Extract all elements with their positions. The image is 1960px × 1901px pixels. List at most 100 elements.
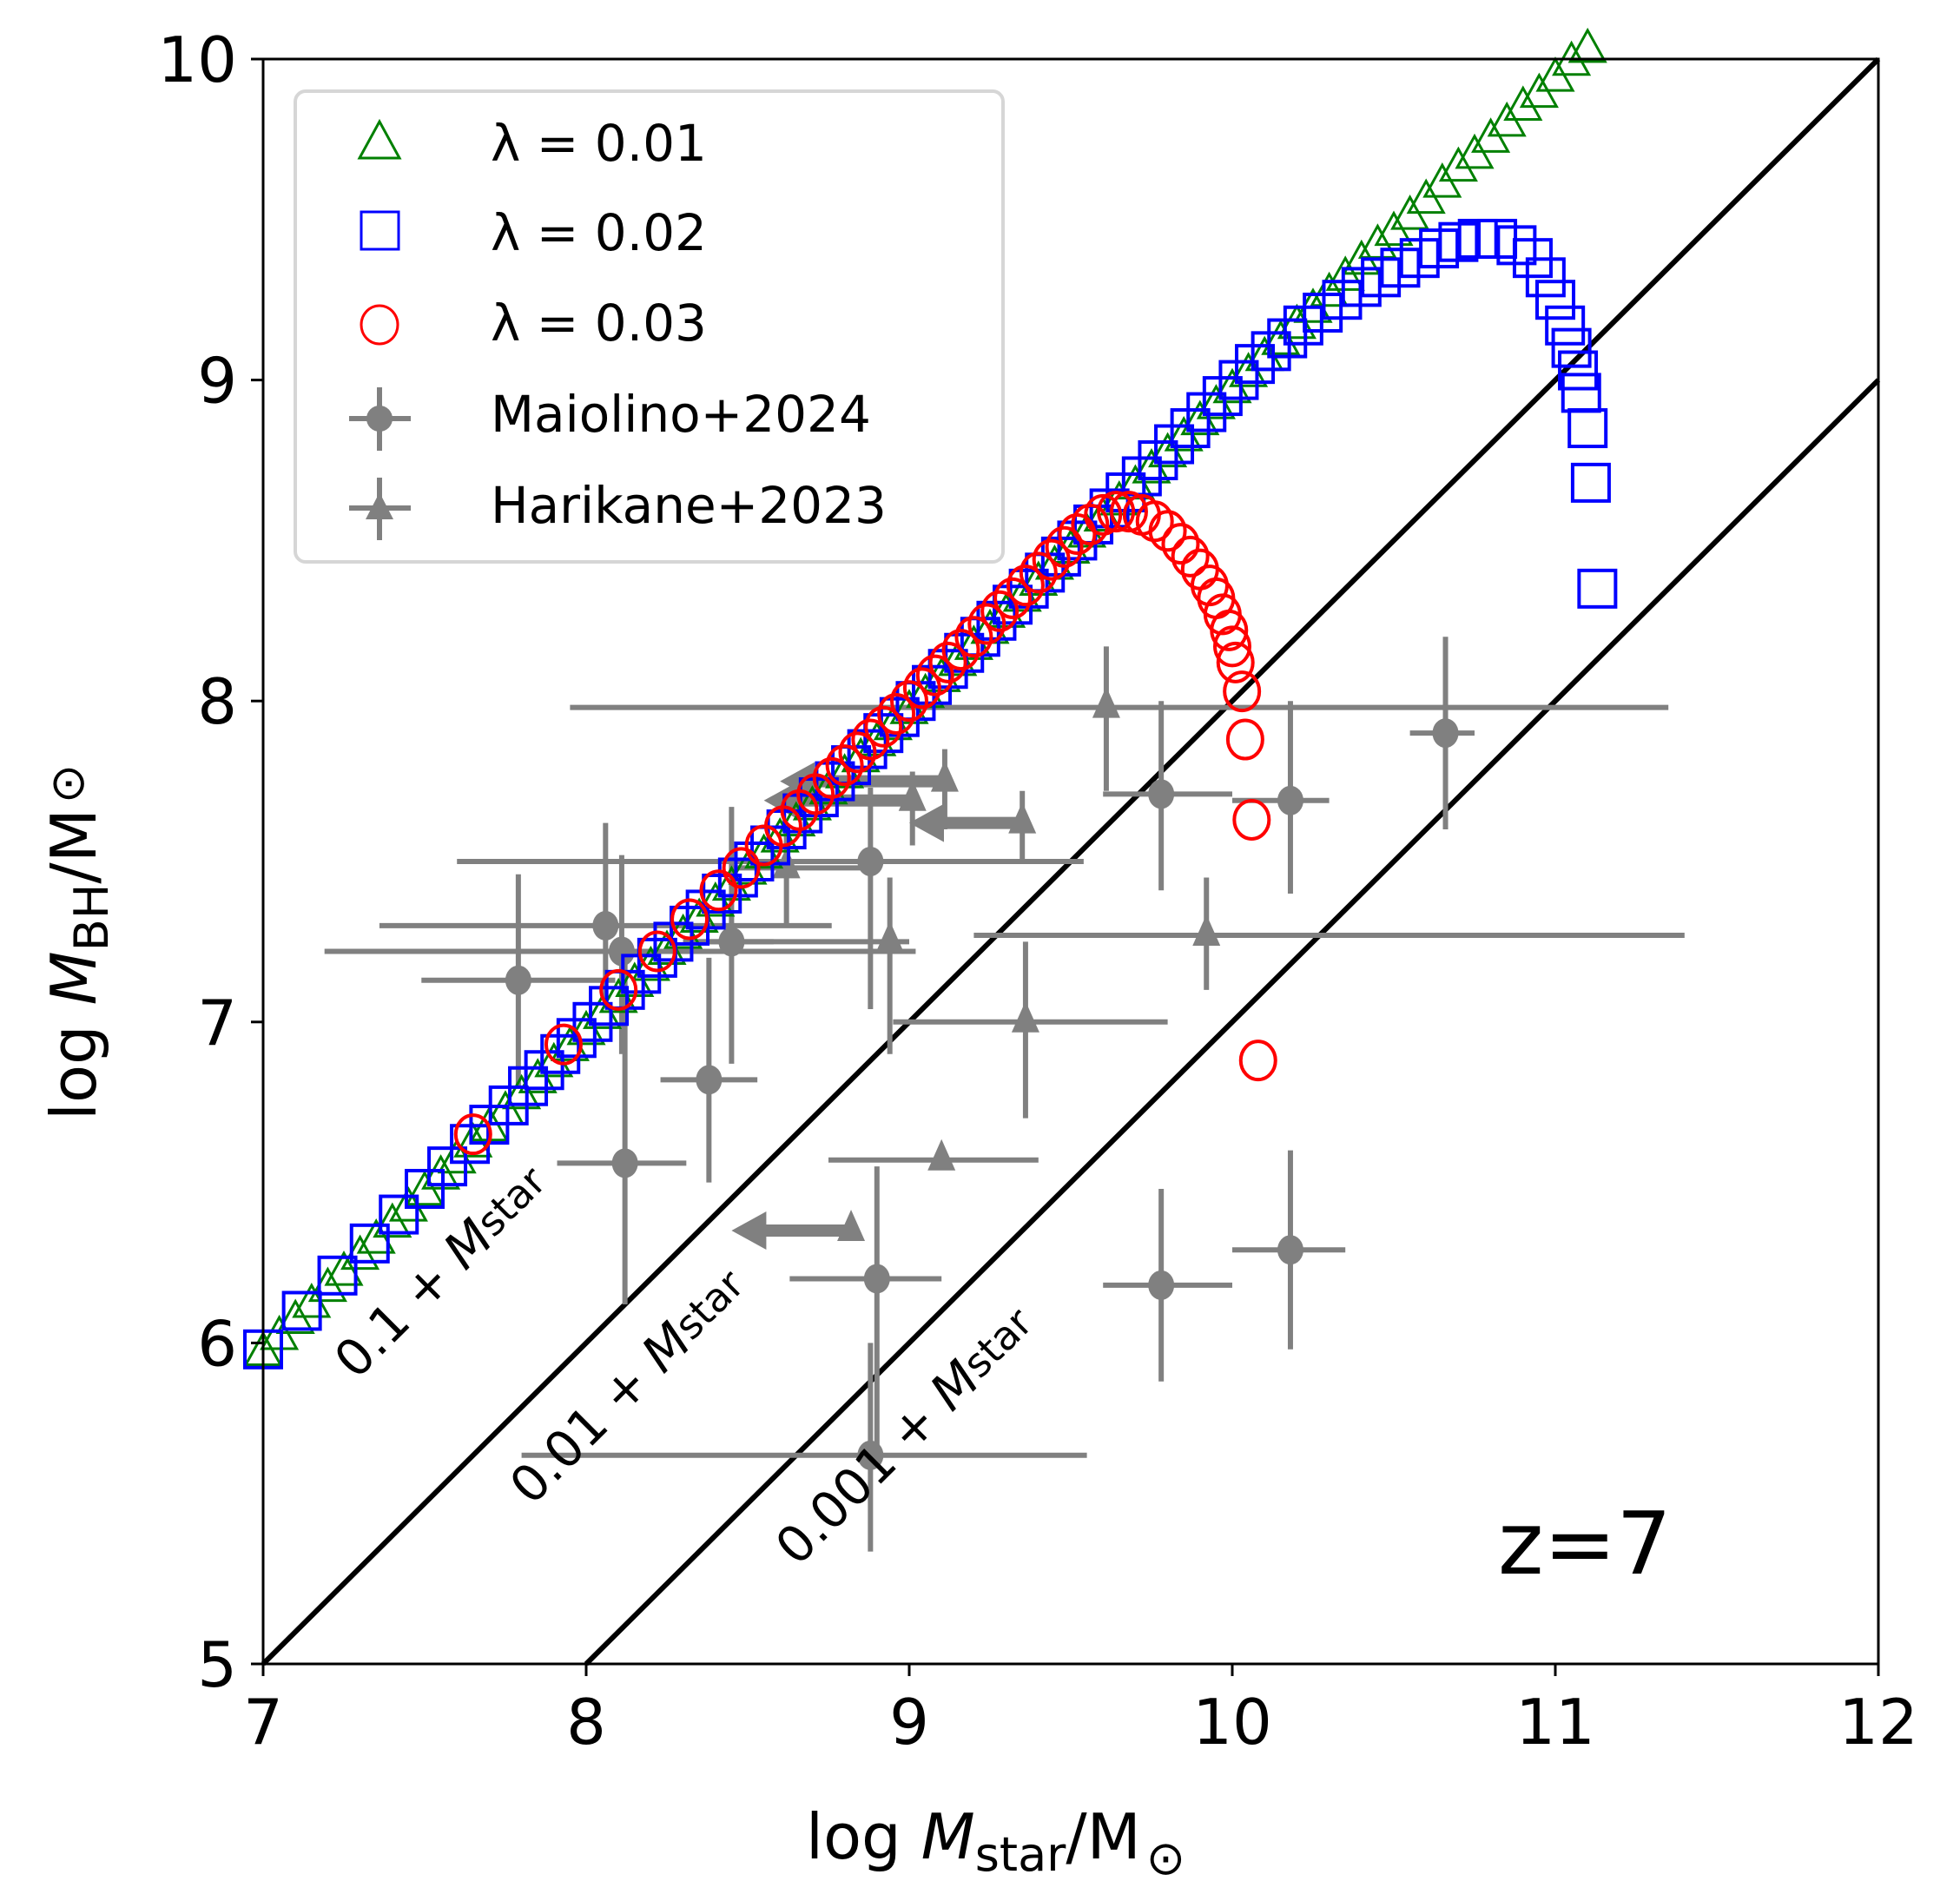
circle-marker (967, 603, 1006, 645)
square-marker (1551, 327, 1592, 368)
square-marker (379, 1194, 419, 1235)
obs-point-Maiolino+2024 (1409, 637, 1475, 830)
square-marker (1535, 280, 1575, 320)
filled-circle-marker (1148, 779, 1175, 809)
circle-marker-icon (360, 304, 399, 346)
circle-marker (1058, 513, 1097, 556)
square-marker (1235, 344, 1276, 385)
circle-marker (954, 616, 993, 658)
y-tick-label: 6 (197, 1307, 237, 1380)
svg-text:0.001 + Mstar: 0.001 + Mstar (764, 1295, 1046, 1576)
circle-marker (699, 869, 738, 912)
y-tick-label: 5 (197, 1628, 237, 1701)
obs-point-Harikane+2023 (909, 790, 1037, 861)
arrow-left-icon (731, 1211, 767, 1251)
square-marker (317, 1255, 358, 1296)
square-marker (702, 873, 742, 914)
circle-marker (1045, 525, 1084, 568)
circle-marker (851, 718, 890, 761)
circle-marker (637, 930, 676, 973)
obs-point-Harikane+2023 (893, 941, 1168, 1119)
legend-item-lambda-001: λ = 0.01 (357, 114, 707, 173)
obs-point-Maiolino+2024 (692, 807, 774, 1064)
legend-item-lambda-003: λ = 0.03 (360, 294, 707, 353)
circle-marker (915, 654, 954, 696)
filled-circle-marker (611, 1148, 638, 1178)
obs-point-Maiolino+2024 (557, 957, 687, 1305)
y-tick-label: 10 (157, 23, 237, 96)
arrow-left-icon (909, 803, 944, 842)
square-marker (1496, 225, 1537, 266)
circle-marker (993, 577, 1033, 619)
square-marker (637, 937, 677, 978)
square-marker (1561, 373, 1601, 413)
circle-marker (1223, 670, 1262, 713)
square-marker (1577, 568, 1618, 609)
square-marker (1089, 488, 1130, 529)
svg-text:λ = 0.02: λ = 0.02 (491, 203, 707, 262)
circle-marker (1238, 1040, 1277, 1082)
circle-marker (1109, 491, 1148, 533)
legend: λ = 0.01 λ = 0.02 λ = 0.03 Maiolino+2024… (294, 89, 1005, 564)
filled-circle-marker (1432, 718, 1459, 749)
obs-point-Maiolino+2024 (1232, 701, 1330, 894)
legend-item-maiolino: Maiolino+2024 (349, 385, 871, 451)
square-marker (572, 1001, 613, 1042)
filled-circle-marker (1277, 785, 1303, 815)
circle-marker (722, 847, 761, 889)
filled-triangle-marker (930, 760, 959, 792)
square-marker (1525, 257, 1566, 298)
x-tick-label: 11 (1515, 1686, 1595, 1759)
circle-marker (825, 744, 864, 787)
circle-marker (838, 731, 877, 774)
y-axis-label: log MBH/M⊙ (37, 764, 119, 1120)
y-tick-label: 7 (197, 987, 237, 1059)
circle-marker (453, 1113, 492, 1156)
circle-marker (1210, 609, 1249, 651)
svg-text:λ = 0.03: λ = 0.03 (491, 294, 707, 353)
legend-item-harikane: Harikane+2023 (349, 476, 887, 540)
x-tick-label: 12 (1838, 1686, 1918, 1759)
circle-marker (1071, 503, 1110, 545)
square-marker (1202, 376, 1243, 417)
square-marker (1570, 462, 1611, 503)
filled-circle-marker (863, 1264, 890, 1294)
x-tick-label: 10 (1192, 1686, 1272, 1759)
square-marker (524, 1050, 564, 1091)
filled-circle-marker (592, 910, 619, 941)
square-marker (670, 905, 710, 946)
square-marker (1567, 408, 1608, 449)
obs-point-Maiolino+2024 (1103, 701, 1232, 891)
square-marker (427, 1146, 468, 1187)
circle-marker (980, 590, 1020, 632)
square-marker (281, 1290, 322, 1331)
circle-marker (1171, 535, 1210, 578)
filled-circle-marker (608, 936, 635, 967)
circle-marker (902, 667, 941, 710)
filled-triangle-marker (1008, 802, 1037, 834)
circle-marker (890, 680, 928, 723)
relation-label-0.001: 0.001 + Mstar (764, 1295, 1046, 1576)
square-marker (1267, 318, 1308, 359)
axes-frame (261, 57, 1880, 1666)
filled-circle-marker (505, 965, 531, 995)
series-circle (453, 491, 1277, 1156)
circle-marker (1135, 500, 1174, 543)
obs-point-Maiolino+2024 (421, 874, 616, 1086)
square-marker (508, 1066, 549, 1106)
circle-marker (1216, 641, 1255, 683)
svg-text:log MBH/M⊙: log MBH/M⊙ (37, 764, 119, 1120)
square-marker-icon (360, 210, 400, 251)
obs-point-Maiolino+2024 (789, 1166, 942, 1455)
obs-point-Harikane+2023 (828, 1139, 1039, 1171)
redshift-annotation: z=7 (1498, 1493, 1672, 1594)
square-marker (1545, 305, 1586, 346)
obs-point-Maiolino+2024 (1232, 1150, 1346, 1350)
obs-point-Harikane+2023 (683, 877, 909, 1054)
obs-point-Maiolino+2024 (1103, 1188, 1232, 1382)
filled-circle-marker (857, 847, 884, 876)
y-tick-label: 9 (197, 345, 237, 418)
triangle-marker (1567, 27, 1607, 63)
circle-marker (1084, 493, 1123, 536)
